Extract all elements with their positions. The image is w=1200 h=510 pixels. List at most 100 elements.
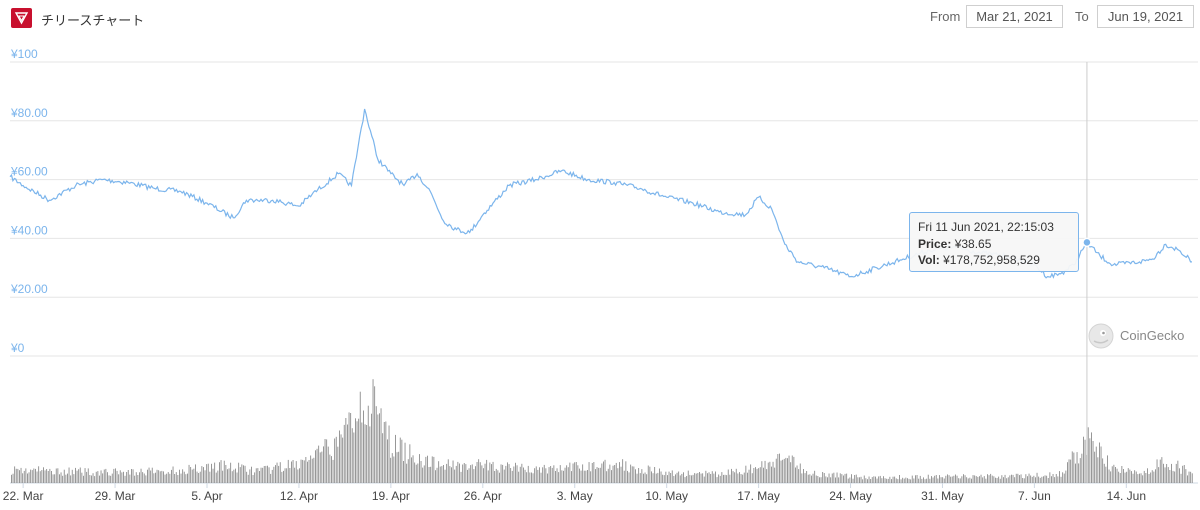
volume-bar	[924, 479, 926, 483]
volume-bar	[647, 465, 649, 483]
volume-bar	[511, 470, 513, 483]
volume-bar	[297, 469, 299, 483]
volume-bar	[523, 467, 524, 483]
volume-bar	[78, 469, 80, 483]
volume-bar	[1060, 476, 1062, 483]
volume-bar	[172, 466, 174, 483]
volume-bar	[987, 474, 988, 483]
x-tick-label: 17. May	[737, 489, 780, 503]
volume-bar	[382, 433, 384, 483]
volume-bar	[44, 470, 46, 483]
x-tick-label: 31. May	[921, 489, 964, 503]
volume-bar	[164, 474, 166, 483]
volume-bar	[188, 464, 190, 483]
volume-bar	[14, 466, 16, 483]
volume-bar	[299, 468, 300, 483]
volume-bar	[628, 472, 630, 483]
volume-bar	[23, 470, 25, 483]
volume-bar	[899, 475, 900, 483]
volume-bar	[1043, 476, 1044, 483]
volume-bar	[665, 471, 667, 483]
volume-bar	[27, 473, 28, 483]
x-tick-label: 22. Mar	[3, 489, 44, 503]
volume-bar	[287, 459, 289, 483]
volume-bar	[617, 468, 619, 483]
volume-bar	[182, 469, 184, 483]
volume-bar	[428, 467, 430, 483]
volume-bar	[1137, 474, 1139, 483]
volume-bar	[22, 473, 24, 483]
volume-bar	[326, 439, 328, 483]
y-tick-label: ¥0	[10, 341, 25, 355]
volume-bar	[740, 474, 742, 483]
volume-bar	[68, 467, 70, 483]
volume-bar	[70, 475, 72, 483]
volume-bar	[230, 462, 232, 483]
volume-bar	[67, 473, 68, 483]
volume-bar	[252, 475, 254, 483]
volume-bar	[734, 472, 736, 483]
volume-bar	[631, 466, 633, 483]
volume-bar	[1150, 472, 1152, 483]
volume-bar	[908, 478, 910, 483]
coingecko-credit[interactable]: CoinGecko	[1088, 323, 1192, 349]
volume-bar	[403, 461, 404, 483]
volume-bar	[276, 462, 278, 483]
volume-bar	[945, 475, 947, 483]
volume-bar	[1007, 477, 1009, 483]
volume-bar	[972, 475, 974, 483]
volume-bar	[852, 478, 854, 483]
volume-bar	[863, 475, 865, 483]
volume-bar	[95, 471, 97, 483]
volume-bar	[86, 471, 88, 483]
volume-bar	[702, 473, 704, 483]
volume-bar	[687, 470, 689, 483]
volume-bar	[147, 469, 148, 483]
volume-bar	[838, 477, 840, 483]
volume-bar	[79, 467, 81, 483]
volume-bar	[1030, 475, 1032, 483]
volume-bar	[275, 465, 276, 483]
volume-bar	[241, 464, 243, 483]
volume-bar	[820, 477, 822, 483]
volume-bar	[817, 476, 819, 483]
volume-bar	[118, 474, 120, 483]
volume-bar	[918, 478, 920, 483]
volume-bar	[375, 406, 377, 483]
volume-bar	[259, 471, 260, 483]
volume-bar	[651, 471, 652, 483]
volume-bar	[1099, 442, 1100, 483]
volume-bar	[1191, 473, 1193, 483]
volume-bar	[551, 467, 553, 483]
volume-bar	[323, 446, 324, 483]
volume-bar	[599, 467, 601, 483]
volume-bar	[670, 473, 672, 483]
volume-bar	[347, 424, 348, 483]
volume-bar	[1153, 471, 1155, 483]
volume-bar	[507, 462, 508, 483]
volume-bar	[163, 471, 164, 483]
chiliz-logo-icon	[11, 8, 32, 28]
volume-bar	[798, 469, 800, 483]
volume-bar	[782, 459, 784, 483]
from-date-input[interactable]: Mar 21, 2021	[966, 5, 1063, 28]
volume-bar	[830, 477, 832, 483]
volume-bar	[310, 455, 312, 483]
volume-bar	[596, 467, 598, 483]
volume-bar	[99, 475, 100, 483]
volume-bar	[489, 462, 491, 483]
volume-bar	[995, 477, 996, 483]
volume-bar	[822, 472, 824, 483]
volume-bar	[358, 418, 360, 483]
volume-bar	[953, 475, 955, 483]
volume-bar	[947, 474, 948, 483]
volume-bar	[759, 467, 761, 483]
volume-bar	[107, 472, 108, 483]
volume-bar	[249, 469, 251, 483]
volume-bar	[134, 475, 136, 483]
to-date-input[interactable]: Jun 19, 2021	[1097, 5, 1194, 28]
volume-bar	[1070, 459, 1072, 483]
volume-bar	[87, 468, 89, 483]
volume-bar	[31, 470, 33, 483]
